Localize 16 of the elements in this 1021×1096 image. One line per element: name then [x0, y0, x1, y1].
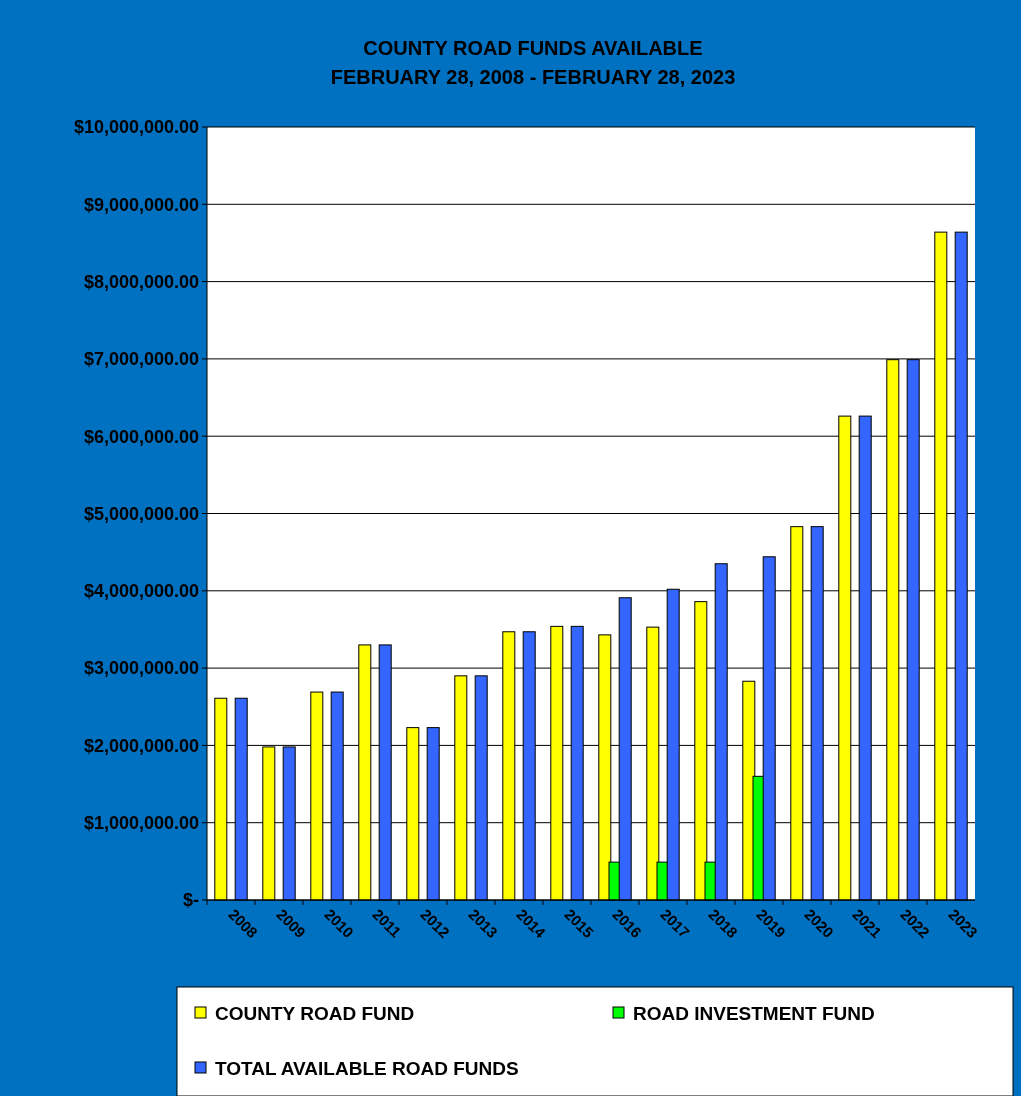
chart-title: COUNTY ROAD FUNDS AVAILABLE: [363, 37, 703, 59]
y-tick-label: $3,000,000.00: [83, 658, 199, 679]
y-tick-label: $-: [182, 890, 199, 911]
y-tick-label: $7,000,000.00: [83, 349, 199, 370]
y-tick-label: $2,000,000.00: [83, 735, 199, 756]
y-tick-label: $1,000,000.00: [83, 813, 199, 833]
y-tick-label: $9,000,000.00: [83, 194, 199, 215]
y-tick-label: $10,000,000.00: [73, 117, 199, 138]
legend-label: COUNTY ROAD FUND: [215, 1002, 415, 1024]
legend-label: TOTAL AVAILABLE ROAD FUNDS: [215, 1057, 519, 1079]
chart-subtitle: FEBRUARY 28, 2008 - FEBRUARY 28, 2023: [330, 66, 736, 88]
y-tick-label: $5,000,000.00: [83, 503, 199, 524]
y-tick-label: $8,000,000.00: [83, 271, 199, 292]
y-tick-label: $6,000,000.00: [83, 426, 199, 447]
legend-label: ROAD INVESTMENT FUND: [633, 1002, 875, 1024]
y-tick-label: $4,000,000.00: [83, 581, 199, 602]
